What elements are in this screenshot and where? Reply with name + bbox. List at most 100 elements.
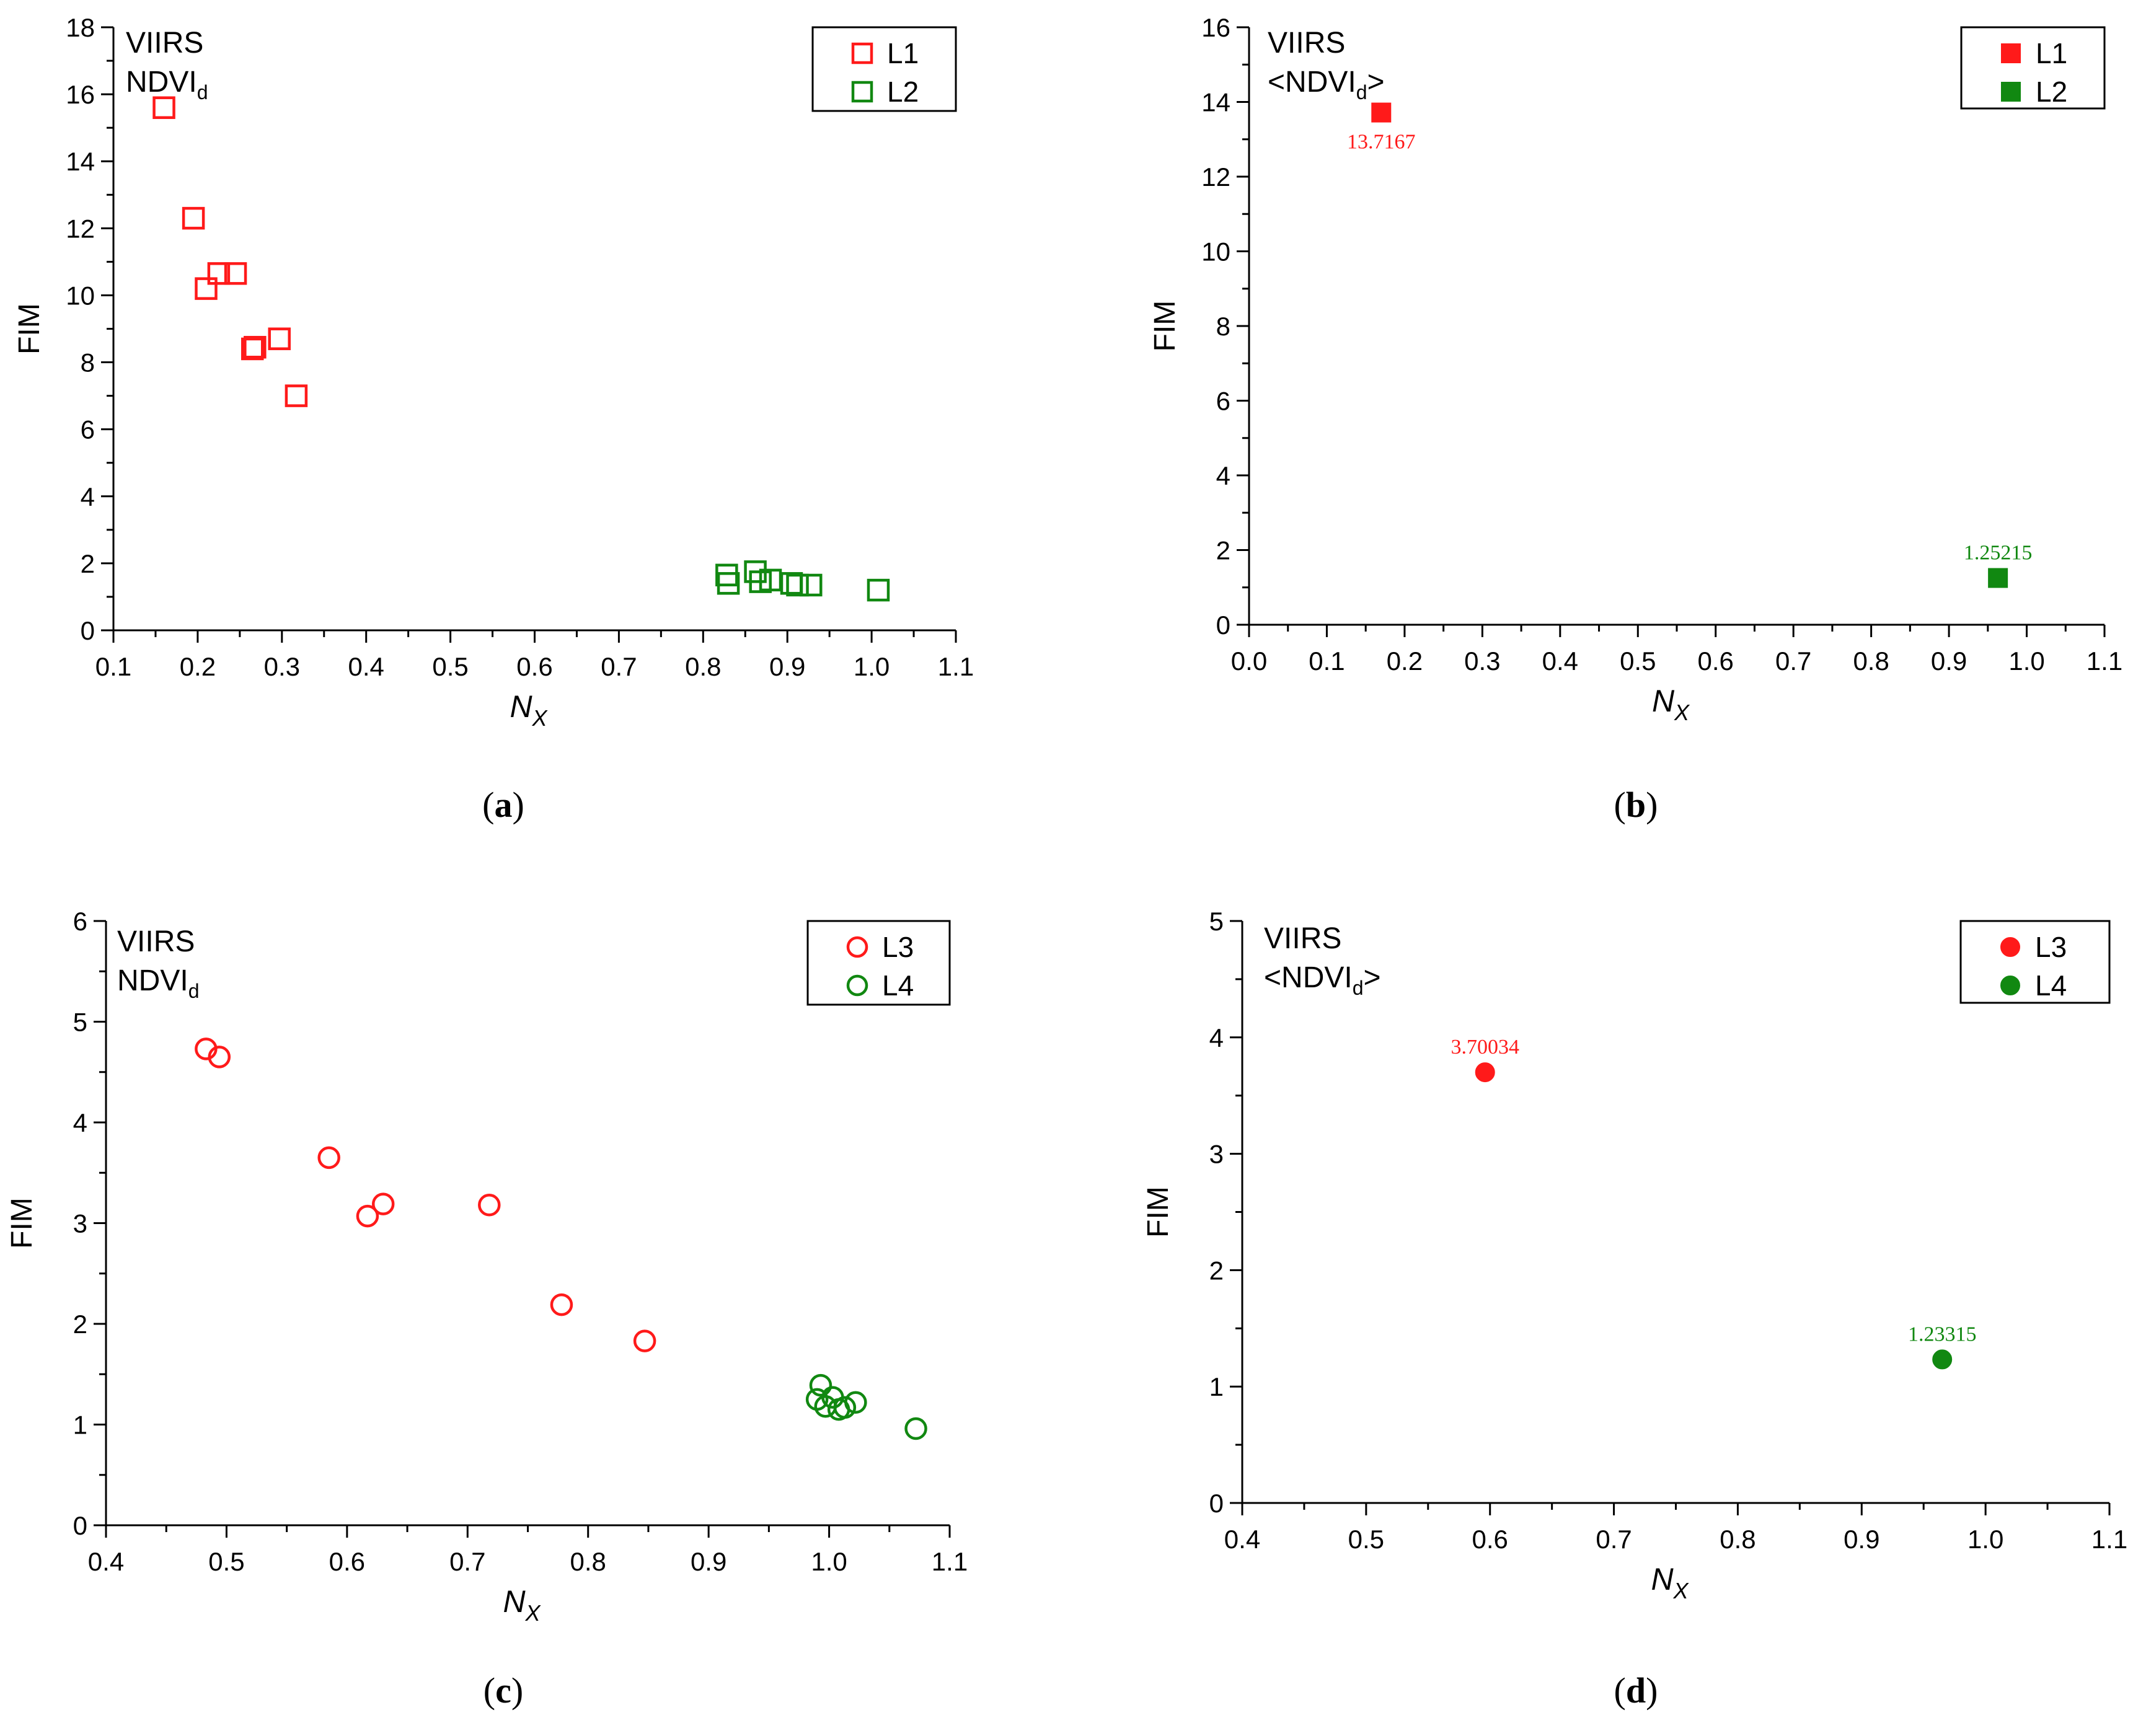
caption-paren-open: ( <box>1614 785 1626 825</box>
data-point <box>285 384 308 407</box>
y-tick-label: 0 <box>1216 610 1230 640</box>
title-bracket-open: < <box>1268 66 1285 99</box>
panel-title-line2: NDVId <box>117 964 199 1002</box>
data-point <box>715 563 738 587</box>
y-tick-label: 1 <box>1209 1372 1224 1401</box>
y-tick-label: 4 <box>73 1108 87 1137</box>
x-tick-label: 0.9 <box>1844 1525 1879 1554</box>
data-point <box>833 1396 857 1419</box>
y-tick-label: 8 <box>1216 312 1230 341</box>
y-axis-label: FIM <box>6 1197 38 1249</box>
legend-marker-l1 <box>851 42 873 64</box>
data-point <box>867 578 890 602</box>
y-tick-label: 3 <box>1209 1140 1224 1169</box>
legend-label-l1: L1 <box>2036 37 2067 69</box>
data-point <box>1932 1349 1953 1370</box>
legend-box <box>806 920 951 1006</box>
y-tick-label: 2 <box>81 549 95 578</box>
x-axis-label-main: N <box>510 689 532 724</box>
title-index-name: NDVI <box>117 964 188 997</box>
data-label: 13.7167 <box>1347 131 1416 154</box>
legend-label-l2: L2 <box>887 76 919 108</box>
x-tick-label: 0.7 <box>1596 1525 1632 1554</box>
caption-letter: a <box>495 785 513 825</box>
data-point <box>152 96 175 119</box>
y-tick-label: 14 <box>66 147 95 176</box>
x-tick-label: 1.1 <box>938 652 974 681</box>
caption-paren-close: ) <box>513 785 524 825</box>
x-axis-label: NX <box>510 689 548 731</box>
series-l4 <box>805 1373 927 1440</box>
x-tick-label: 0.0 <box>1231 646 1267 676</box>
panel-title-line1: VIIRS <box>117 925 195 958</box>
data-point <box>633 1329 656 1352</box>
caption-letter: b <box>1626 785 1646 825</box>
y-tick-label: 10 <box>66 281 95 310</box>
caption-paren-close: ) <box>511 1670 523 1711</box>
series-l2: 1.25215 <box>1964 542 2032 588</box>
panel-title-line1: VIIRS <box>126 27 203 59</box>
y-tick-label: 6 <box>73 907 87 936</box>
x-axis-label-sub: X <box>1673 1578 1690 1603</box>
x-tick-label: 0.9 <box>1931 646 1967 676</box>
x-tick-label: 0.3 <box>1464 646 1500 676</box>
panel-b: 0.0 0.1 0.2 0.3 0.4 0.5 0.6 0.7 0.8 0.9 1.0 1.1 0 2 4 6… <box>1149 13 2122 825</box>
caption-paren-open: ( <box>484 1670 495 1711</box>
x-tick-label: 0.5 <box>1348 1525 1384 1554</box>
title-bracket-open: < <box>1264 961 1281 994</box>
legend-marker-l1 <box>2001 43 2021 63</box>
data-point <box>1988 568 2008 588</box>
x-tick-label: 0.6 <box>329 1547 365 1576</box>
legend-label-l4: L4 <box>882 969 914 1002</box>
y-tick-label: 8 <box>81 348 95 377</box>
y-tick-label: 2 <box>1216 536 1230 565</box>
series-l3 <box>195 1038 656 1352</box>
y-tick-label: 1 <box>73 1411 87 1440</box>
panel-title-line2: NDVId <box>126 66 208 104</box>
y-tick-label: 0 <box>73 1511 87 1540</box>
title-index-sub: d <box>197 81 208 104</box>
data-point <box>550 1293 573 1316</box>
data-point <box>800 573 823 597</box>
y-tick-label: 16 <box>66 80 95 109</box>
y-tick-label: 12 <box>1201 162 1230 192</box>
x-tick-label: 1.0 <box>1967 1525 2003 1554</box>
x-tick-label: 0.6 <box>516 652 552 681</box>
x-axis-label-main: N <box>1651 1562 1674 1597</box>
x-tick-label: 0.8 <box>1853 646 1889 676</box>
x-tick-label: 1.1 <box>2091 1525 2127 1554</box>
x-tick-label: 0.7 <box>601 652 637 681</box>
y-tick-label: 6 <box>81 415 95 444</box>
x-tick-label: 1.0 <box>854 652 890 681</box>
y-tick-label: 5 <box>73 1008 87 1037</box>
x-tick-label: 0.6 <box>1472 1525 1508 1554</box>
panel-caption: (b) <box>1614 785 1658 825</box>
caption-paren-open: ( <box>482 785 494 825</box>
x-tick-label: 0.3 <box>264 652 300 681</box>
x-tick-label: 1.1 <box>2087 646 2122 676</box>
y-tick-label: 4 <box>81 482 95 511</box>
panel-a: 0.1 0.2 0.3 0.4 0.5 0.6 0.7 0.8 0.9 1.0 1.1 0 2 4 6 8 10… <box>13 13 974 825</box>
x-tick-label: 1.1 <box>932 1547 968 1576</box>
x-tick-label: 0.4 <box>348 652 384 681</box>
legend-marker-l4 <box>846 974 868 997</box>
x-tick-label: 0.6 <box>1698 646 1734 676</box>
x-tick-label: 1.0 <box>811 1547 847 1576</box>
data-point <box>224 262 247 285</box>
data-point <box>268 327 291 350</box>
caption-letter: c <box>495 1670 511 1711</box>
series-l3: 3.70034 <box>1451 1036 1519 1083</box>
legend-label-l4: L4 <box>2035 969 2067 1002</box>
data-point <box>356 1204 379 1228</box>
x-tick-label: 0.9 <box>769 652 805 681</box>
panel-caption: (a) <box>482 785 524 825</box>
y-axis-label: FIM <box>1142 1186 1175 1238</box>
x-axis-label: NX <box>1652 684 1690 725</box>
x-tick-label: 1.0 <box>2008 646 2044 676</box>
caption-letter: d <box>1626 1670 1646 1711</box>
x-axis-label-sub: X <box>532 705 549 731</box>
